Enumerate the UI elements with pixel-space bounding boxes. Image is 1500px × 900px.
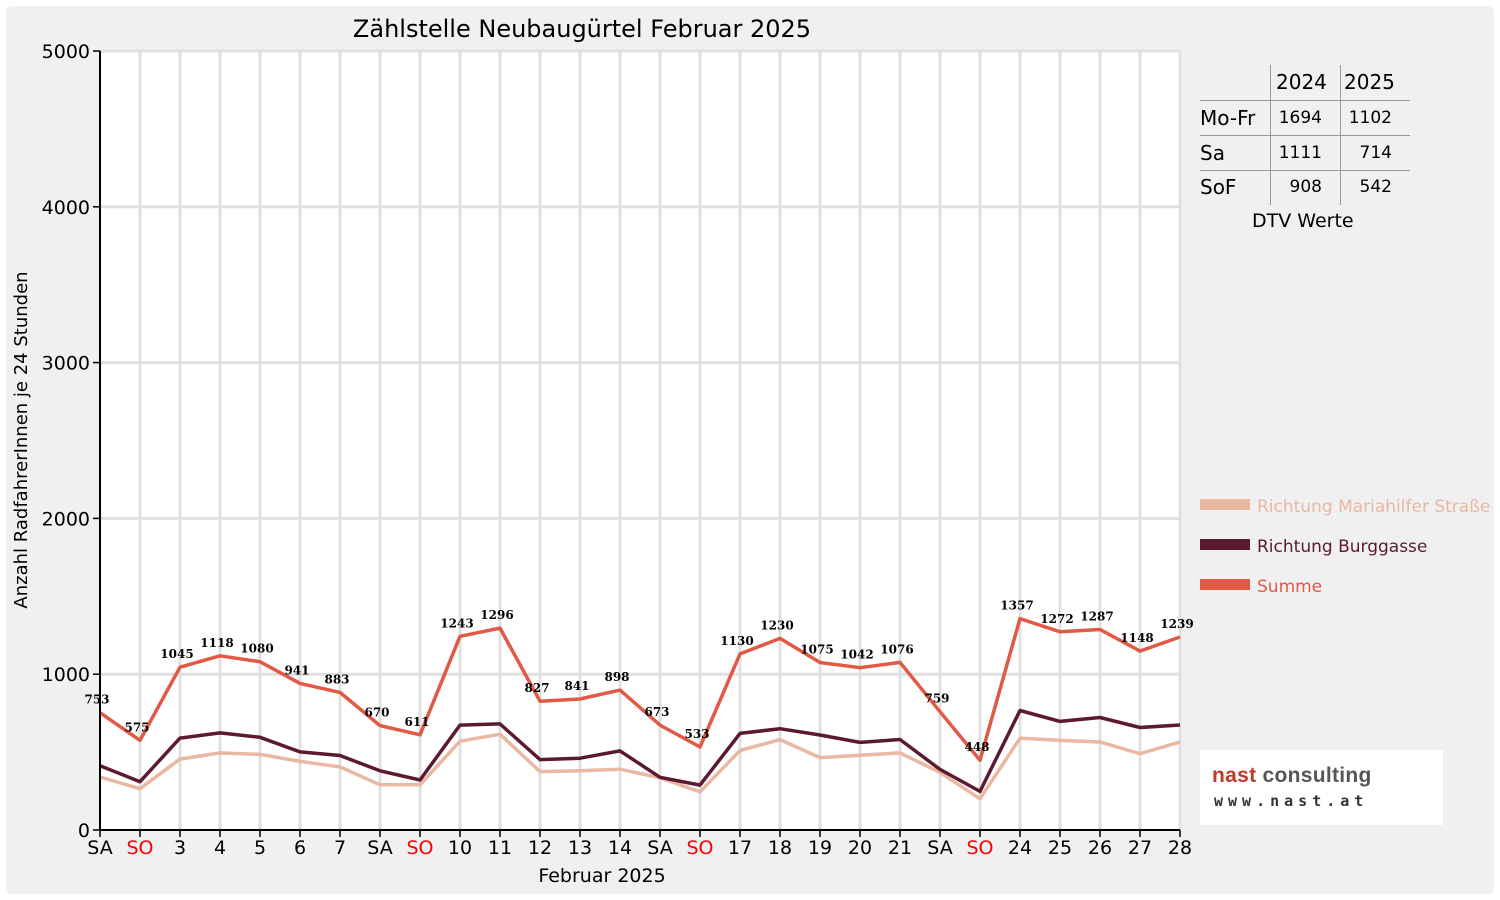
chart-title: Zählstelle Neubaugürtel Februar 2025 — [353, 15, 811, 43]
dtv-header-2025: 2025 — [1344, 70, 1395, 94]
x-tick-label: 10 — [448, 837, 472, 859]
dtv-value-2025: 542 — [1359, 177, 1392, 197]
dtv-value-2025: 714 — [1359, 143, 1392, 163]
x-tick-label: 13 — [568, 837, 592, 859]
data-label: 1080 — [240, 642, 273, 656]
logo-name-part1: nast — [1212, 764, 1257, 787]
x-tick-label: 26 — [1088, 837, 1112, 859]
data-label: 1130 — [720, 634, 753, 648]
x-tick-label: 4 — [214, 837, 226, 859]
legend-label: Richtung Mariahilfer Straße — [1257, 497, 1490, 517]
data-label: 941 — [284, 663, 309, 677]
x-tick-label: 21 — [888, 837, 912, 859]
dtv-row-label: SoF — [1200, 175, 1237, 199]
x-tick-label: 19 — [808, 837, 832, 859]
x-tick-label: 12 — [528, 837, 552, 859]
x-tick-label: 11 — [488, 837, 512, 859]
dtv-hline-3 — [1200, 170, 1410, 171]
x-tick-label: SO — [406, 837, 433, 859]
data-label: 673 — [644, 705, 669, 719]
x-tick-label: SO — [966, 837, 993, 859]
x-tick-label: 28 — [1168, 837, 1192, 859]
data-label: 883 — [324, 672, 349, 686]
data-label: 1075 — [800, 643, 833, 657]
y-tick-label: 0 — [78, 820, 90, 842]
data-label: 753 — [84, 693, 109, 707]
data-label: 1287 — [1080, 609, 1113, 623]
data-label: 1230 — [760, 618, 793, 632]
dtv-value-2025: 1102 — [1348, 108, 1392, 128]
legend-swatch — [1200, 499, 1250, 510]
x-tick-label: 7 — [334, 837, 346, 859]
y-tick-label: 2000 — [42, 508, 90, 530]
x-tick-label: 3 — [174, 837, 186, 859]
x-tick-label: SO — [126, 837, 153, 859]
nast-consulting-logo: nast consulting www.nast.at — [1200, 750, 1443, 825]
x-tick-label: 5 — [254, 837, 266, 859]
x-tick-label: 17 — [728, 837, 752, 859]
legend-label: Summe — [1257, 577, 1322, 597]
data-label: 841 — [564, 679, 589, 693]
x-tick-label: SA — [647, 837, 672, 859]
data-label: 1076 — [880, 642, 913, 656]
data-label: 1239 — [1160, 617, 1193, 631]
logo-name-part2: consulting — [1262, 764, 1372, 787]
data-label: 448 — [964, 740, 989, 754]
x-tick-label: 20 — [848, 837, 872, 859]
x-tick-label: SO — [686, 837, 713, 859]
y-tick-label: 3000 — [42, 353, 90, 375]
x-axis-label: Februar 2025 — [538, 865, 665, 887]
data-label: 1357 — [1000, 599, 1033, 613]
x-tick-label: 14 — [608, 837, 632, 859]
data-label: 1243 — [440, 616, 473, 630]
data-label: 827 — [524, 681, 549, 695]
legend-swatch — [1200, 539, 1250, 550]
x-tick-label: 6 — [294, 837, 306, 859]
data-label: 1296 — [480, 608, 513, 622]
data-label: 1042 — [840, 648, 873, 662]
data-label: 1118 — [200, 636, 233, 650]
dtv-row-label: Mo-Fr — [1200, 106, 1256, 130]
legend-swatch — [1200, 579, 1250, 590]
series-line — [99, 732, 1181, 801]
logo-name: nast consulting — [1212, 764, 1372, 788]
dtv-value-2024: 1111 — [1278, 143, 1322, 163]
dtv-header-2024: 2024 — [1276, 70, 1327, 94]
data-label: 1148 — [1120, 631, 1153, 645]
data-label: 759 — [924, 692, 949, 706]
y-tick-label: 5000 — [42, 41, 90, 63]
y-tick-label: 4000 — [42, 197, 90, 219]
x-tick-label: SA — [927, 837, 952, 859]
x-tick-label: 27 — [1128, 837, 1152, 859]
dtv-hline-2 — [1200, 135, 1410, 136]
data-label: 1045 — [160, 647, 193, 661]
x-tick-label: 24 — [1008, 837, 1032, 859]
dtv-row-label: Sa — [1200, 141, 1225, 165]
dtv-value-2024: 908 — [1289, 177, 1322, 197]
y-tick-label: 1000 — [42, 664, 90, 686]
logo-url: www.nast.at — [1214, 792, 1369, 810]
series-line — [99, 708, 1181, 794]
series-line — [99, 616, 1181, 762]
data-label: 1272 — [1040, 612, 1073, 626]
x-tick-label: SA — [367, 837, 392, 859]
data-label: 611 — [404, 715, 429, 729]
dtv-value-2024: 1694 — [1278, 108, 1322, 128]
x-tick-label: 25 — [1048, 837, 1072, 859]
data-label: 670 — [364, 706, 389, 720]
data-label: 575 — [124, 720, 149, 734]
legend-label: Richtung Burggasse — [1257, 537, 1427, 557]
x-tick-label: 18 — [768, 837, 792, 859]
y-axis-label: Anzahl RadfahrerInnen je 24 Stunden — [11, 271, 32, 608]
data-label: 533 — [684, 727, 709, 741]
data-label: 898 — [604, 670, 629, 684]
plot-area — [100, 51, 1180, 830]
dtv-caption: DTV Werte — [1252, 210, 1354, 232]
x-tick-label: SA — [87, 837, 112, 859]
dtv-hline-1 — [1200, 100, 1410, 101]
